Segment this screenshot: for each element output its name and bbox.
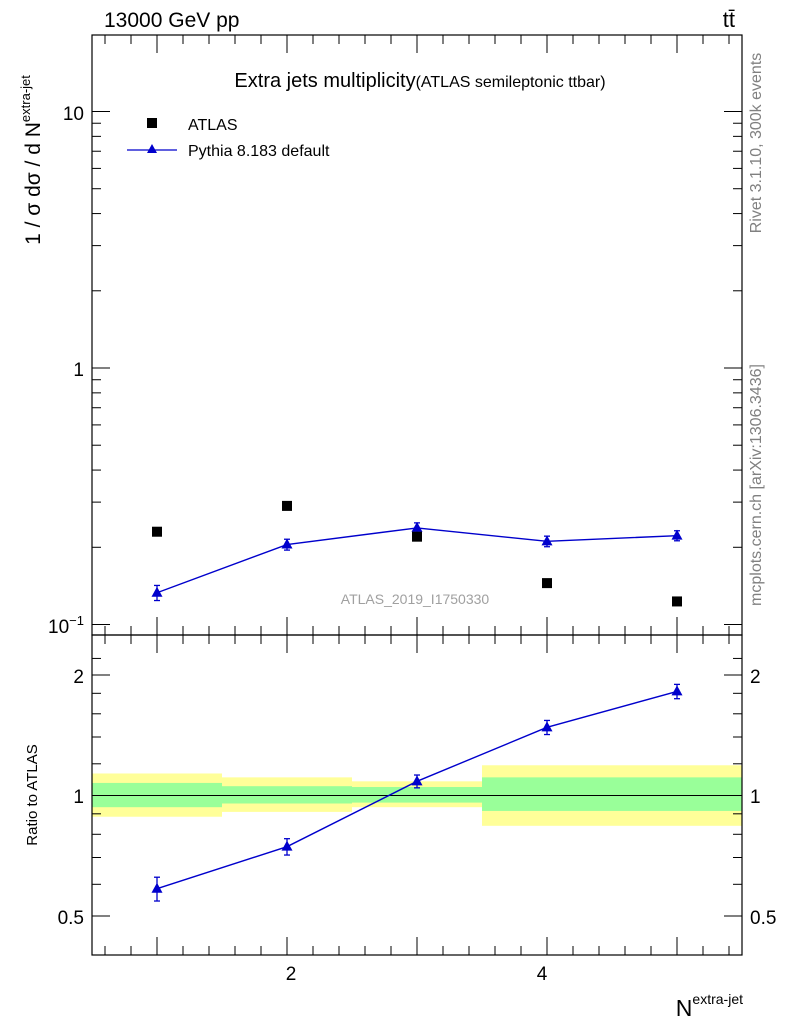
- y-tick-label-0.1: 10−1: [48, 613, 84, 638]
- main-y-axis-title-sup: extra-jet: [18, 75, 33, 122]
- x-axis-title-sup: extra-jet: [692, 991, 743, 1007]
- main-plot-panel: Extra jets multiplicity(ATLAS semilepton…: [18, 34, 743, 638]
- legend-pythia-label: Pythia 8.183 default: [188, 143, 330, 160]
- atlas-point: [672, 596, 682, 607]
- ratio-uncertainty-bands: [92, 765, 742, 826]
- ratio-y-tick-label-1-left: 1: [73, 787, 84, 808]
- chart-title-main: Extra jets multiplicity: [234, 70, 415, 92]
- ratio-y-axis-title: Ratio to ATLAS: [24, 744, 41, 845]
- chart-title: Extra jets multiplicity(ATLAS semilepton…: [234, 70, 605, 92]
- process-label: tt̄: [723, 7, 735, 32]
- x-axis-title: Nextra-jet: [676, 991, 743, 1021]
- pythia-point: [541, 535, 553, 546]
- rivet-version-label: Rivet 3.1.10, 300k events: [748, 53, 765, 234]
- legend-pythia-marker: [147, 144, 157, 153]
- legend: ATLAS Pythia 8.183 default: [127, 117, 330, 160]
- ratio-y-tick-label-1-right: 1: [750, 787, 761, 808]
- ratio-plot-panel: Ratio to ATLAS 2 1 0.5 2 1 0.5 2 4 Nextr…: [24, 634, 776, 1021]
- pythia-point: [281, 538, 293, 549]
- legend-atlas-label: ATLAS: [188, 117, 238, 134]
- atlas-point: [412, 531, 422, 542]
- atlas-point: [282, 500, 292, 511]
- y-tick-label-1: 1: [73, 360, 84, 381]
- legend-atlas-marker: [147, 118, 157, 128]
- main-axis-ticks: [92, 35, 742, 635]
- chart-title-sub: (ATLAS semileptonic ttbar): [416, 74, 606, 91]
- main-data-marks: [151, 500, 683, 607]
- analysis-watermark: ATLAS_2019_I1750330: [341, 591, 490, 607]
- y-tick-label-10: 10: [63, 104, 84, 125]
- ratio-y-tick-label-2-left: 2: [73, 667, 84, 688]
- ratio-y-tick-label-0.5-right: 0.5: [750, 908, 776, 929]
- ratio-data-marks: [151, 683, 683, 902]
- ratio-band-green: [482, 777, 612, 811]
- ratio-pythia-point: [281, 840, 293, 851]
- ratio-y-tick-label-0.5-left: 0.5: [58, 908, 84, 929]
- y-tick-label-0.1-base: 10: [48, 617, 69, 638]
- pythia-point: [151, 586, 163, 597]
- pythia-point: [671, 529, 683, 540]
- y-tick-label-0.1-exp: −1: [69, 613, 84, 628]
- ratio-band-green: [352, 787, 482, 803]
- x-axis-title-text: N: [676, 995, 693, 1021]
- main-y-axis-title-text: 1 / σ dσ / d N: [22, 122, 45, 245]
- x-tick-label-2: 2: [286, 964, 297, 985]
- ratio-pythia-point: [671, 685, 683, 696]
- ratio-axis-ticks: [92, 635, 742, 955]
- ratio-band-green: [612, 777, 742, 811]
- energy-label: 13000 GeV pp: [104, 9, 239, 32]
- ratio-y-tick-label-2-right: 2: [750, 667, 761, 688]
- atlas-point: [152, 526, 162, 537]
- ratio-pythia-point: [411, 775, 423, 786]
- ratio-pythia-point: [151, 882, 163, 893]
- atlas-point: [542, 578, 552, 589]
- ratio-band-green: [222, 786, 352, 804]
- pythia-point: [411, 521, 423, 532]
- main-y-axis-title: 1 / σ dσ / d Nextra-jet: [18, 75, 45, 245]
- mcplots-source-label: mcplots.cern.ch [arXiv:1306.3436]: [748, 364, 765, 606]
- x-tick-label-4: 4: [537, 964, 548, 985]
- ratio-pythia-point: [541, 721, 553, 732]
